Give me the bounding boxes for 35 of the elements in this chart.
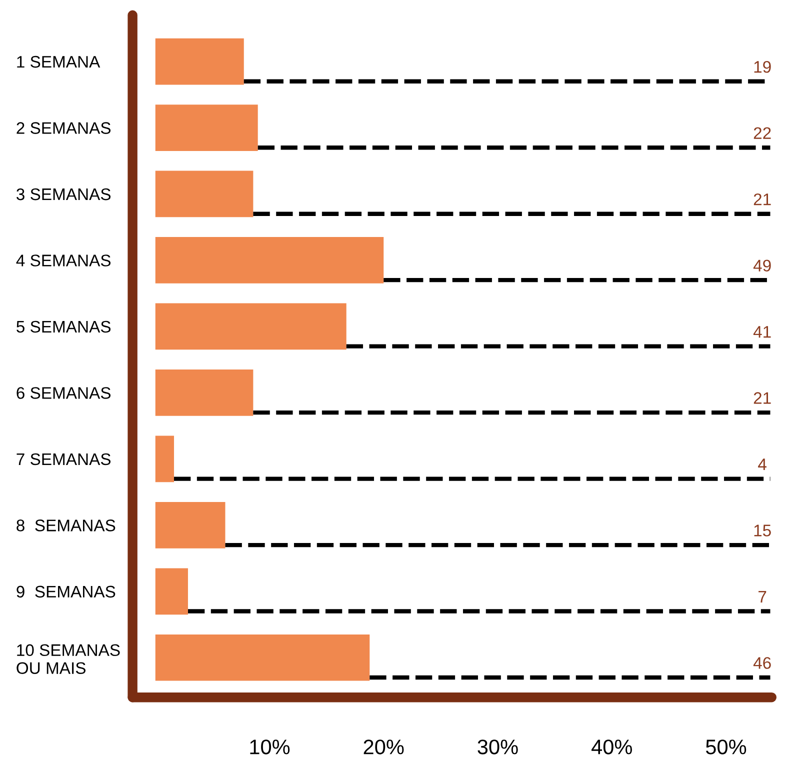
data-label: 22 [754, 127, 771, 139]
y-tick-label: 7 SEMANAS [16, 453, 111, 466]
y-tick-label: 9 SEMANAS [16, 586, 116, 598]
x2-tick-label: 50% [706, 740, 746, 754]
bar [155, 170, 254, 218]
y-tick-label: 5 SEMANAS [16, 320, 111, 333]
y-tick-label: 3 SEMANAS [16, 188, 111, 200]
data-label: 21 [754, 193, 771, 206]
bar [155, 436, 174, 482]
y-tick-label: 2 SEMANAS [16, 122, 111, 134]
y-tick-label: 10 SEMANAS OU MAIS [16, 644, 120, 674]
y-tick-label: 6 SEMANAS [16, 387, 111, 399]
data-label: 15 [754, 524, 771, 536]
y-tick-label: 1 SEMANA [17, 56, 100, 68]
bar [155, 303, 346, 350]
bar [155, 370, 254, 416]
y-tick-label: 8 SEMANAS [16, 520, 116, 532]
bar [155, 237, 384, 284]
y-tick-label: 4 SEMANAS [16, 254, 111, 266]
data-label: 21 [754, 392, 771, 404]
x2-tick-label: 20% [364, 740, 404, 754]
data-label: 49 [753, 260, 771, 272]
data-label: 7 [758, 591, 766, 602]
bar [155, 568, 188, 615]
bar [155, 634, 370, 681]
bar [155, 104, 258, 151]
x2-tick-label: 10% [250, 740, 290, 754]
x2-tick-label: 30% [478, 740, 518, 754]
bar [155, 38, 244, 85]
x2-tick-label: 40% [592, 740, 632, 754]
data-label: 19 [754, 61, 771, 73]
data-label: 41 [753, 326, 771, 338]
data-label: 46 [753, 657, 771, 669]
bar [155, 502, 226, 548]
data-label: 4 [758, 458, 766, 470]
